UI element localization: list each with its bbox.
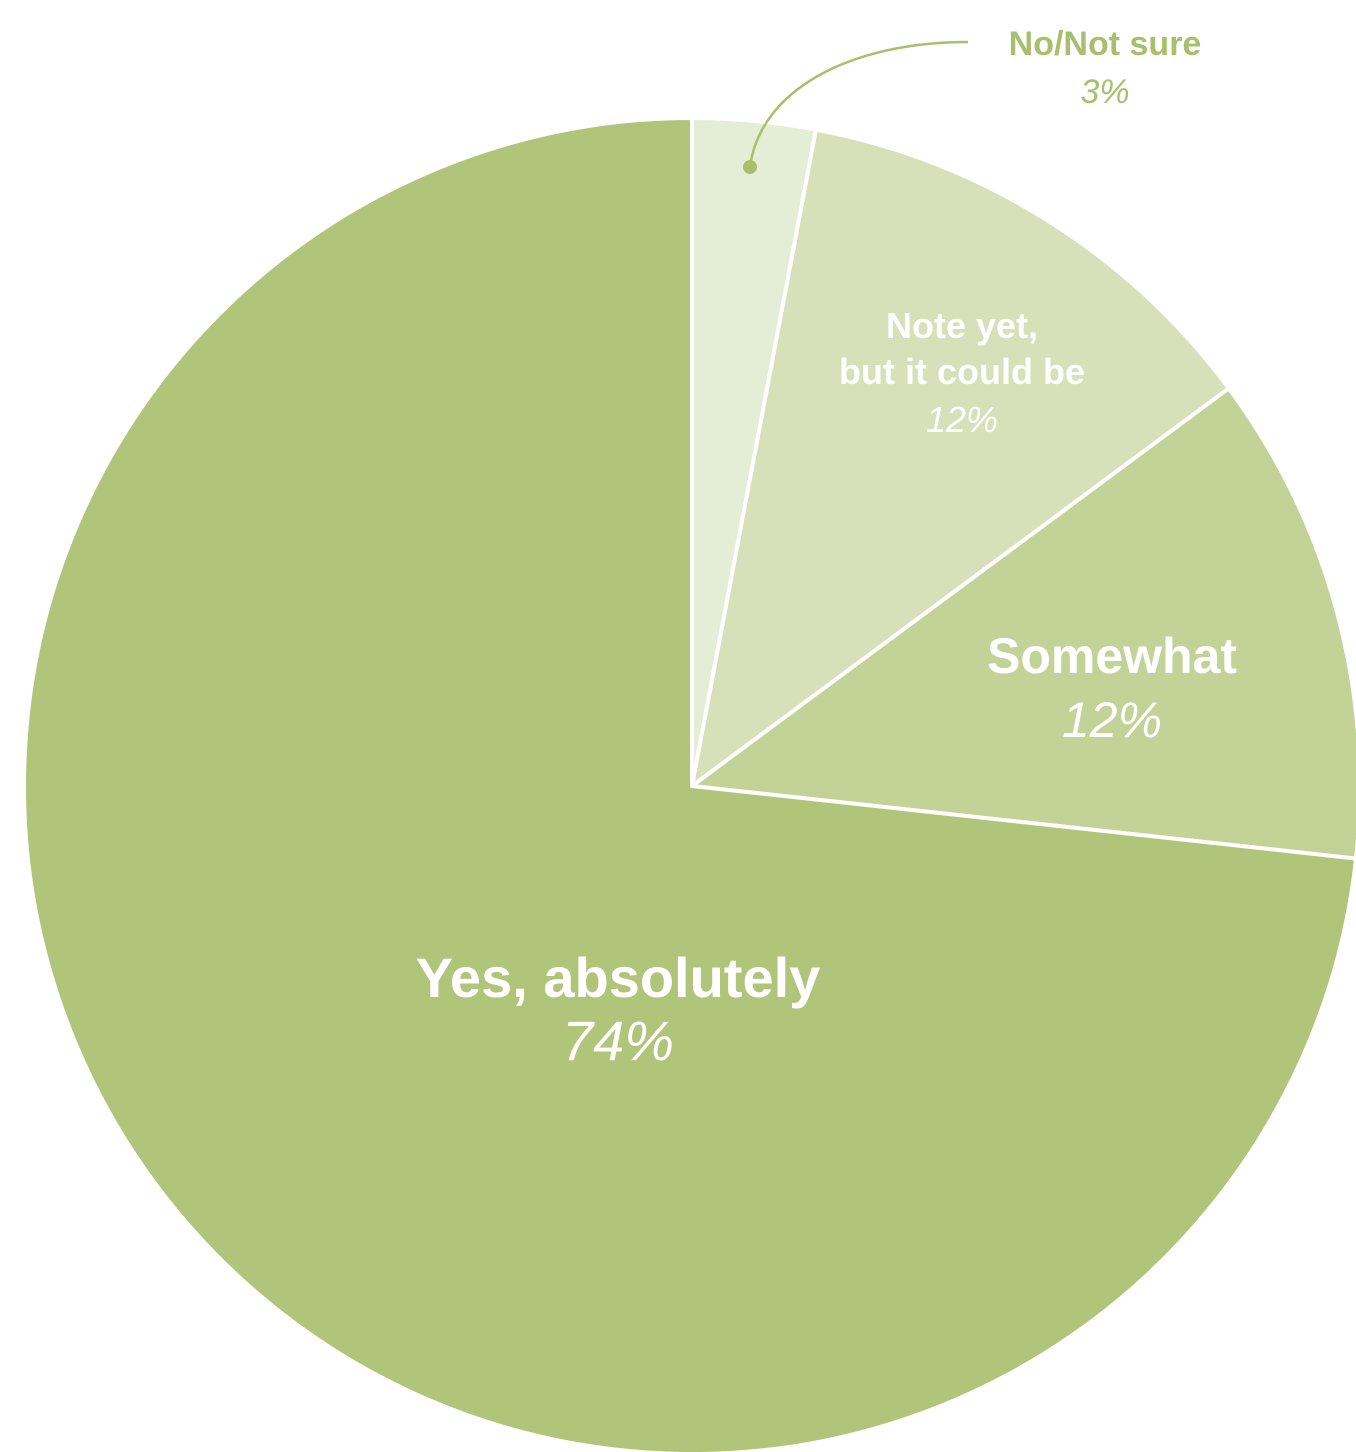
slice-label-somewhat: Somewhat [987, 628, 1237, 684]
leader-lines [743, 40, 969, 174]
slice-labels: No/Not sure 3% Note yet, but it could be… [416, 25, 1238, 1072]
slice-label-yes-absolutely: Yes, absolutely [416, 946, 821, 1009]
slice-value-somewhat: 12% [1062, 692, 1162, 748]
slice-yes-absolutely [22, 116, 1356, 1452]
leader-line-no-not-sure [748, 40, 969, 168]
slice-label-not-yet-line1: Note yet, [886, 305, 1038, 346]
slice-value-not-yet: 12% [926, 399, 998, 440]
slice-value-yes-absolutely: 74% [562, 1009, 674, 1072]
pie-slices [22, 116, 1356, 1452]
leader-dot-no-not-sure [743, 160, 757, 174]
slice-label-not-yet-line2: but it could be [839, 351, 1085, 392]
slice-value-no-not-sure: 3% [1080, 73, 1129, 111]
slice-somewhat [690, 386, 1356, 861]
slice-not-yet [690, 127, 1231, 788]
slice-label-no-not-sure: No/Not sure [1009, 25, 1202, 63]
